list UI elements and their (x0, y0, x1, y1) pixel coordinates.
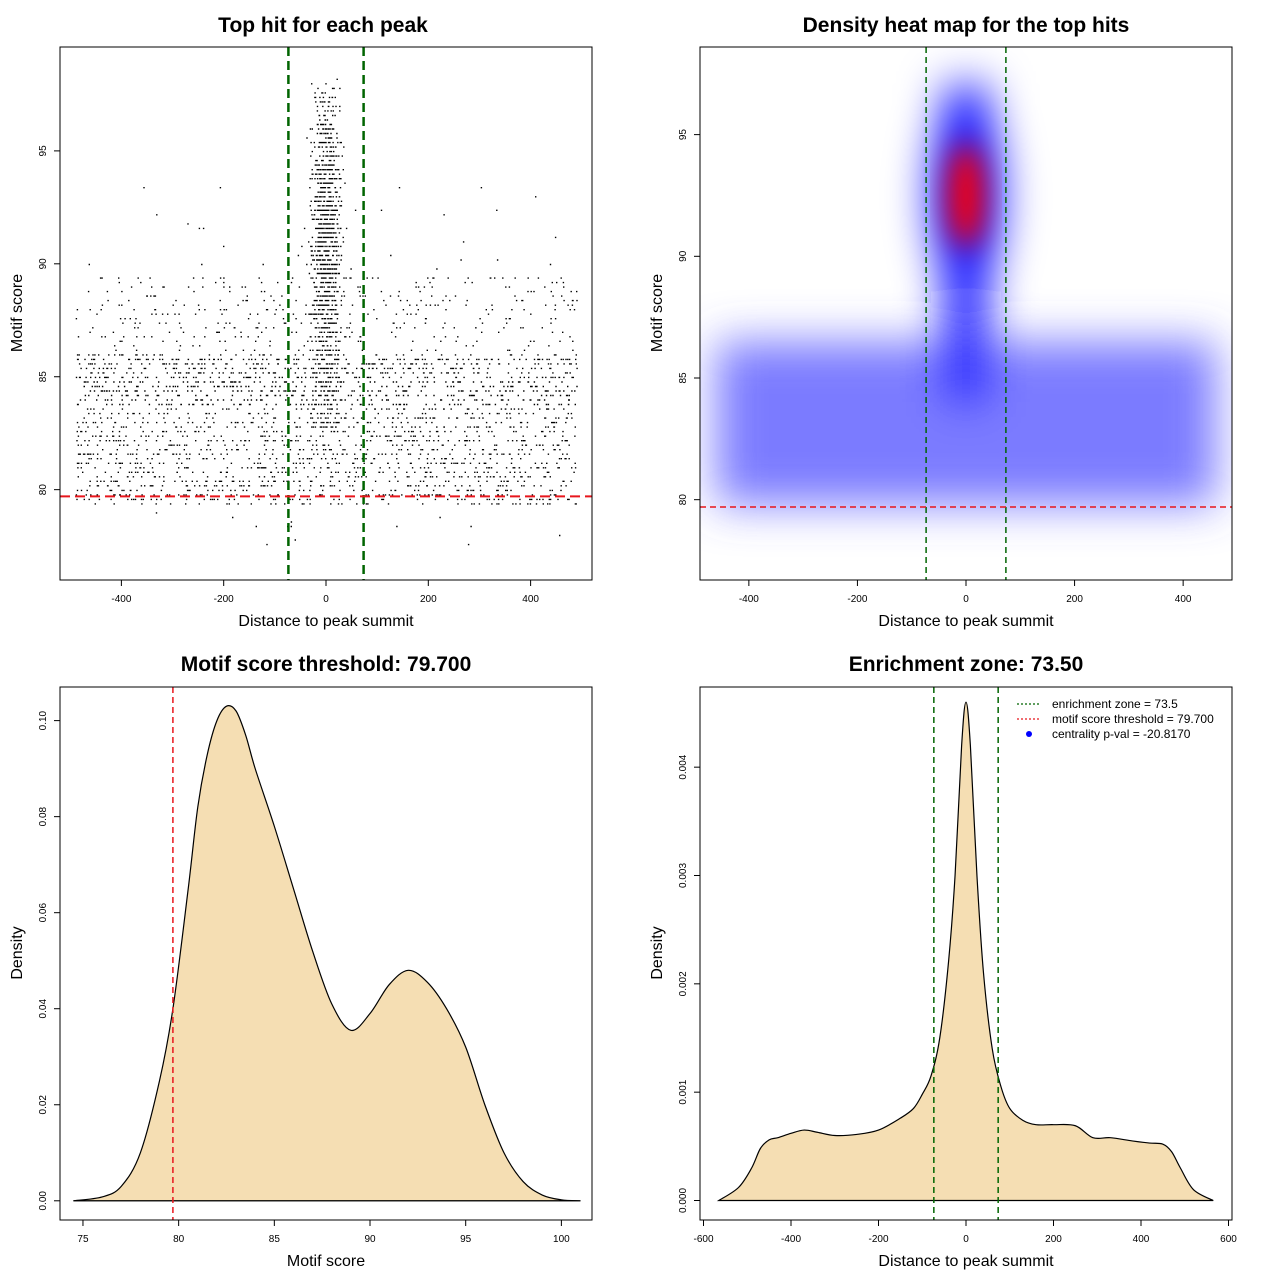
score-density-xlabel: Motif score (287, 1253, 365, 1270)
legend-centrality-label: centrality p-val = -20.8170 (1052, 727, 1191, 741)
x-tick-label: 0 (323, 594, 329, 605)
panel-distance-density: Enrichment zone: 73.50 -600 -400 -200 0 200 4… (649, 653, 1237, 1270)
panel-heatmap: Density heat map for the top hits -400 -2… (649, 14, 1233, 630)
scatter-reference-lines (60, 47, 592, 580)
panel-score-density: Motif score threshold: 79.700 75 80 85 90 95… (9, 653, 593, 1270)
scatter-point-cloud (75, 78, 578, 546)
heatmap-reference-lines (700, 47, 1232, 580)
y-tick-label: 0.000 (678, 1188, 689, 1213)
heatmap-xlabel: Distance to peak summit (878, 613, 1054, 630)
panel-scatter: Top hit for each peak -400 -200 0 200 400 80 8… (9, 14, 593, 630)
score-density-ylabel: Density (9, 926, 26, 979)
x-tick-label: 400 (1133, 1234, 1150, 1245)
y-tick-label: 0.00 (38, 1191, 49, 1211)
scatter-xlabel: Distance to peak summit (238, 613, 414, 630)
x-tick-label: 0 (963, 594, 969, 605)
y-tick-label: 90 (678, 250, 689, 262)
heatmap-axes: -400 -200 0 200 400 80 85 90 95 (678, 129, 1192, 605)
x-tick-label: 95 (460, 1234, 472, 1245)
distance-density-xlabel: Distance to peak summit (878, 1253, 1054, 1270)
x-tick-label: -600 (693, 1234, 713, 1245)
scatter-axes: -400 -200 0 200 400 80 85 90 95 (38, 145, 539, 605)
legend-threshold-label: motif score threshold = 79.700 (1052, 712, 1214, 726)
y-tick-label: 0.08 (38, 806, 49, 826)
x-tick-label: 80 (173, 1234, 185, 1245)
x-tick-label: 100 (553, 1234, 570, 1245)
distance-density-title: Enrichment zone: 73.50 (849, 653, 1084, 676)
x-tick-label: 400 (1175, 594, 1192, 605)
y-tick-label: 85 (678, 372, 689, 384)
x-tick-label: 90 (364, 1234, 376, 1245)
y-tick-label: 95 (38, 145, 49, 157)
legend-centrality-swatch (1026, 731, 1032, 737)
heatmap-hotspot (948, 143, 984, 248)
y-tick-label: 80 (678, 494, 689, 506)
distance-density-curve (716, 701, 1214, 1202)
score-density-curve (73, 705, 581, 1202)
y-tick-label: 95 (678, 129, 689, 141)
y-tick-label: 85 (38, 371, 49, 383)
x-tick-label: 200 (420, 594, 437, 605)
x-tick-label: -400 (111, 594, 131, 605)
x-tick-label: -200 (847, 594, 867, 605)
x-tick-label: -200 (214, 594, 234, 605)
heatmap-ylabel: Motif score (649, 274, 666, 352)
y-tick-label: 80 (38, 484, 49, 496)
y-tick-label: 0.003 (678, 863, 689, 888)
x-tick-label: 85 (269, 1234, 281, 1245)
scatter-ylabel: Motif score (9, 274, 26, 352)
x-tick-label: 600 (1220, 1234, 1237, 1245)
distance-density-axes: -600 -400 -200 0 200 400 600 0.000 0.001 0.002 0.0… (678, 754, 1237, 1245)
legend-enrichment-zone-label: enrichment zone = 73.5 (1052, 697, 1178, 711)
y-tick-label: 0.02 (38, 1095, 49, 1115)
y-tick-label: 0.06 (38, 903, 49, 923)
x-tick-label: 200 (1066, 594, 1083, 605)
y-tick-label: 0.002 (678, 971, 689, 996)
scatter-points (75, 78, 578, 546)
y-tick-label: 0.10 (38, 710, 49, 730)
y-tick-label: 0.04 (38, 999, 49, 1019)
x-tick-label: -400 (739, 594, 759, 605)
heatmap-canvas (700, 47, 1232, 580)
x-tick-label: 75 (77, 1234, 89, 1245)
score-density-axes: 75 80 85 90 95 100 0.00 0.02 0.04 0.06 0.08 0.10 (38, 710, 570, 1245)
scatter-title: Top hit for each peak (218, 14, 428, 37)
x-tick-label: -400 (781, 1234, 801, 1245)
y-tick-label: 0.001 (678, 1079, 689, 1104)
heatmap-title: Density heat map for the top hits (803, 14, 1130, 37)
enrichment-zone-lines (933, 687, 999, 1220)
x-tick-label: -200 (868, 1234, 888, 1245)
distance-density-legend: enrichment zone = 73.5 motif score thres… (1017, 697, 1214, 741)
y-tick-label: 90 (38, 258, 49, 270)
distance-density-ylabel: Density (649, 926, 666, 979)
x-tick-label: 400 (522, 594, 539, 605)
score-density-title: Motif score threshold: 79.700 (181, 653, 472, 676)
y-tick-label: 0.004 (678, 754, 689, 779)
x-tick-label: 200 (1045, 1234, 1062, 1245)
x-tick-label: 0 (963, 1234, 969, 1245)
